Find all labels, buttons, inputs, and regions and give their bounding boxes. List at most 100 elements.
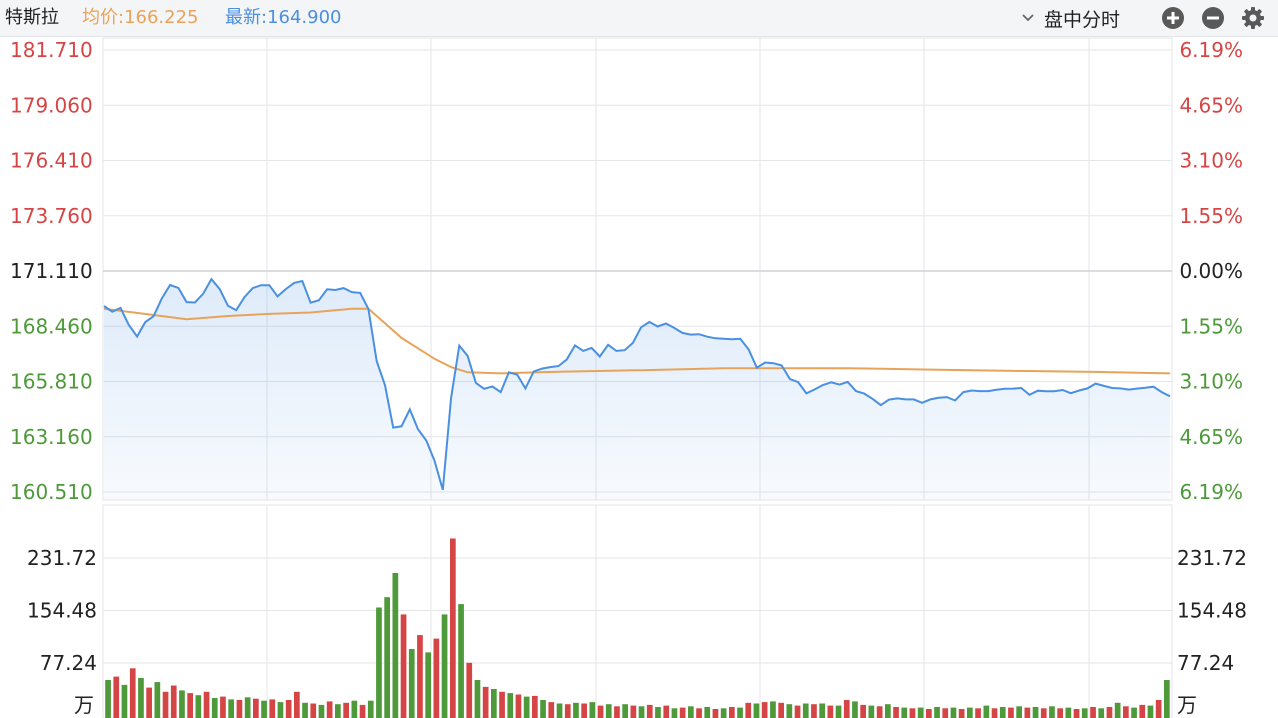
percent-tick-label: 6.19% [1179,38,1243,62]
volume-bar [909,708,916,718]
percent-tick-label: 1.55% [1179,204,1243,228]
volume-bar [655,707,661,718]
volume-bar [852,701,858,718]
volume-bar [753,703,760,718]
volume-bar [778,702,784,718]
zoom-in-icon[interactable] [1161,6,1185,30]
volume-bar [885,704,891,718]
price-tick-label: 171.110 [10,259,93,283]
volume-bar [1008,707,1014,718]
volume-bar [827,705,834,718]
volume-bar [244,697,251,718]
price-tick-label: 179.060 [10,93,93,117]
volume-bar [901,707,908,718]
zoom-out-icon[interactable] [1201,6,1225,30]
volume-bar [211,698,218,718]
volume-bar [605,704,612,718]
volume-bar [614,706,620,718]
gear-icon[interactable] [1241,6,1265,30]
volume-bar [367,700,374,718]
price-tick-label: 160.510 [10,480,93,504]
volume-bar [1081,708,1088,718]
volume-panel-border [102,504,1173,718]
volume-bar [729,707,735,718]
volume-bar [121,684,128,718]
volume-bar [277,702,284,718]
volume-tick-label: 77.24 [1177,651,1234,675]
volume-bar [458,604,464,718]
volume-unit-label: 万 [74,693,94,717]
volume-bar [1106,707,1113,718]
volume-bar [876,706,883,718]
volume-bar [499,691,505,718]
volume-bar [450,538,456,718]
volume-bar [983,705,990,718]
volume-bar [146,687,152,718]
volume-bar [638,706,645,718]
volume-bar [802,703,809,718]
volume-bar [253,698,259,718]
volume-bar [999,707,1006,718]
volume-bar [376,607,382,718]
volume-bar [540,700,546,718]
average-price-label: 均价:166.225 [82,7,199,28]
price-area-fill [104,279,1170,500]
volume-bar [228,699,234,718]
volume-bar [326,701,333,718]
volume-bar [745,702,752,718]
axis-labels: 181.710 6.19% 179.060 4.65% 176.410 3.10% 173.… [10,38,1247,717]
volume-bar [302,702,308,718]
volume-unit-label: 万 [1177,693,1197,717]
volume-bars [105,538,1170,718]
volume-tick-label: 154.48 [1177,599,1247,623]
volume-bar [597,705,604,718]
price-tick-label: 173.760 [10,204,93,228]
volume-bar [318,704,325,718]
volume-bar [704,707,711,718]
period-selector[interactable]: 盘中分时 [1020,4,1120,32]
volume-bar [1123,706,1129,718]
volume-bar [1164,680,1170,718]
percent-tick-label: 1.55% [1179,314,1243,338]
volume-bar [441,614,448,718]
chevron-down-icon [1022,14,1034,22]
volume-bar [162,691,169,718]
volume-bar [556,703,563,718]
volume-bar [843,700,850,718]
volume-bar [170,685,177,718]
volume-bar [819,703,825,718]
volume-bar [761,702,768,718]
volume-bar [138,678,144,718]
volume-bar [384,597,390,718]
volume-bar [958,709,965,718]
percent-tick-label: 6.19% [1179,480,1243,504]
price-tick-label: 168.460 [10,314,93,338]
volume-bar [950,707,957,718]
volume-bar [154,682,161,718]
volume-bar [581,703,587,718]
volume-bar [1098,708,1105,718]
volume-bar [425,652,431,718]
volume-bar [991,708,998,718]
volume-bar [408,649,415,718]
volume-bar [1114,702,1121,718]
price-tick-label: 181.710 [10,38,93,62]
volume-bar [236,700,243,718]
volume-bar [1065,707,1072,718]
volume-bar [696,708,702,718]
volume-tick-label: 231.72 [27,546,97,570]
volume-bar [835,705,842,718]
volume-bar [917,707,924,718]
volume-bar [630,705,637,718]
stock-name: 特斯拉 [5,7,59,28]
volume-bar [794,705,801,718]
volume-bar [589,702,596,718]
volume-bar [646,704,653,718]
volume-bar [688,706,694,718]
volume-bar [532,695,538,718]
percent-tick-label: 0.00% [1179,259,1243,283]
volume-bar [1155,700,1162,718]
volume-bar [523,696,530,718]
volume-bar [351,700,358,718]
volume-bar [515,694,522,718]
